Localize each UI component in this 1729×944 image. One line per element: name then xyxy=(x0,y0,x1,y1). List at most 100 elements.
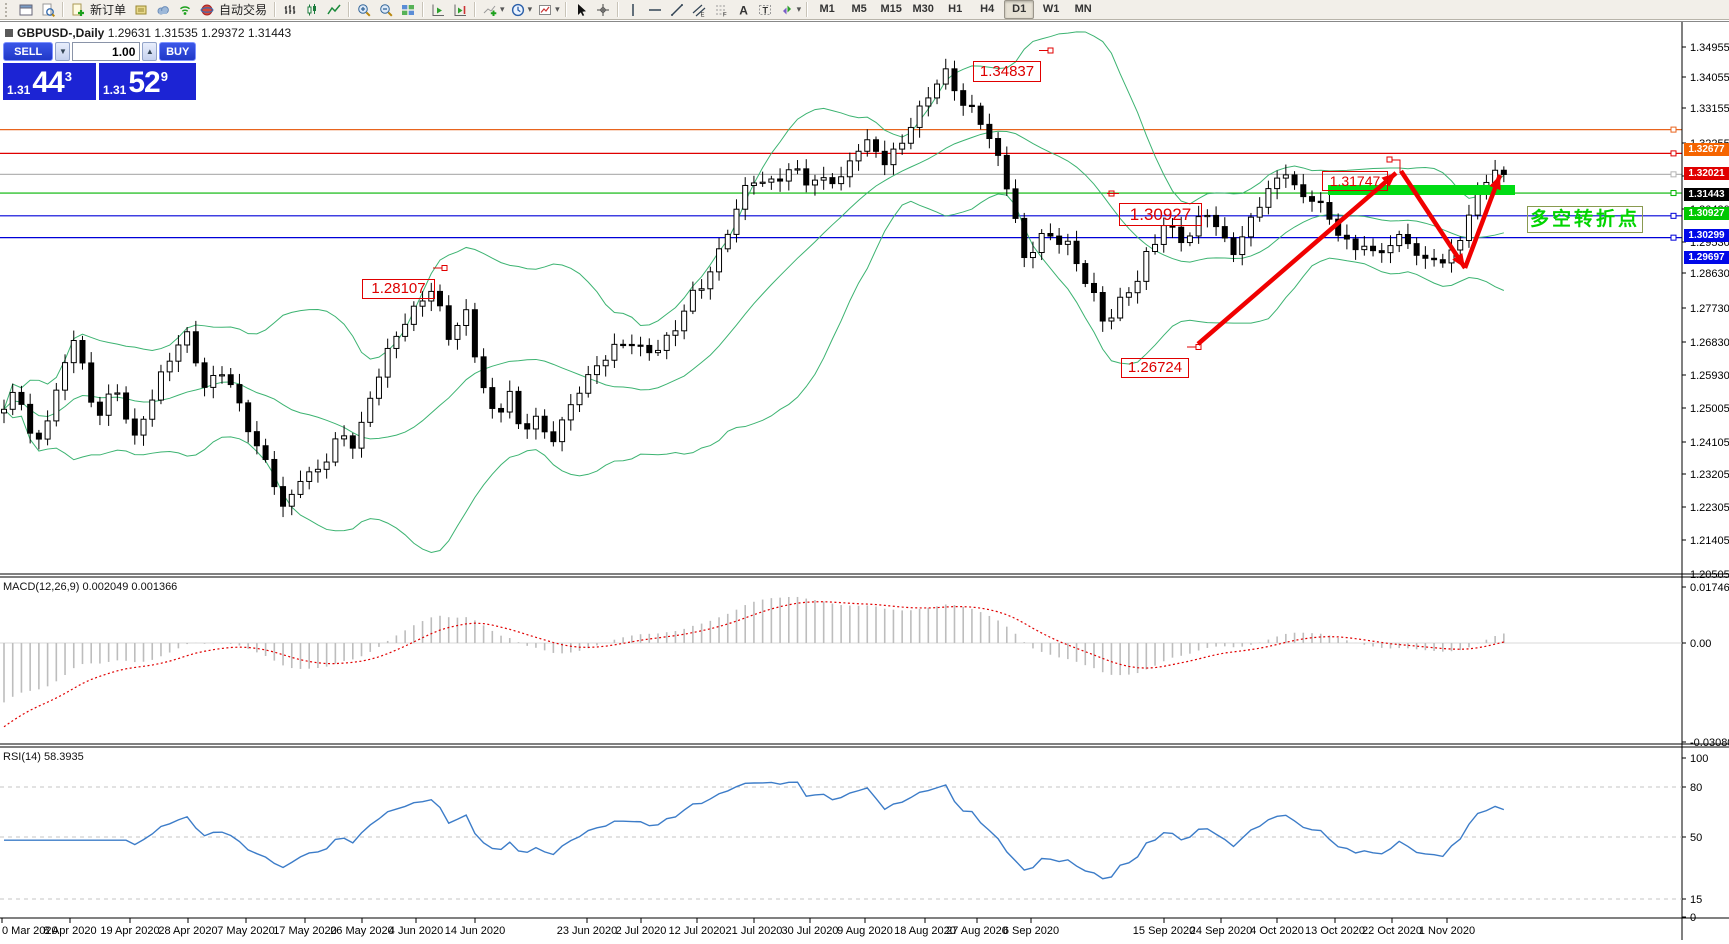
price-annotation-1.34837[interactable]: 1.34837 xyxy=(973,61,1041,82)
periods-icon[interactable] xyxy=(507,0,529,19)
templates-icon[interactable] xyxy=(534,0,556,19)
green-resistance-bar[interactable] xyxy=(1328,185,1515,195)
date-tick: 22 Oct 2020 xyxy=(1362,925,1422,937)
channel-icon[interactable]: E xyxy=(688,0,710,19)
indicators-icon[interactable] xyxy=(479,0,501,19)
date-tick: 15 Sep 2020 xyxy=(1133,925,1195,937)
autotrading-icon[interactable] xyxy=(196,0,218,19)
sell-price-pip: 3 xyxy=(64,69,72,84)
signal-icon[interactable] xyxy=(174,0,196,19)
timeframe-button-D1[interactable]: D1 xyxy=(1004,0,1035,19)
macd-plot xyxy=(0,596,1682,728)
toolbar-grip[interactable] xyxy=(5,2,12,17)
level-handle[interactable] xyxy=(1670,171,1677,178)
timeframe-button-H1[interactable]: H1 xyxy=(948,3,963,15)
timeframe-button-M15[interactable]: M15 xyxy=(880,3,902,15)
dropdown-caret-icon[interactable]: ▾ xyxy=(500,4,505,14)
level-handle[interactable] xyxy=(1670,212,1677,219)
volume-increment-button[interactable]: ▲ xyxy=(142,42,158,61)
text-label-icon[interactable]: T xyxy=(754,0,776,19)
rsi-tick: 100 xyxy=(1690,753,1708,765)
toolbar-separator xyxy=(616,2,619,17)
new-order-label[interactable]: 新订单 xyxy=(90,3,127,17)
timeframe-button-MN[interactable]: MN xyxy=(1074,3,1092,15)
zoom-in-icon[interactable] xyxy=(353,0,375,19)
price-annotation-1.26724[interactable]: 1.26724 xyxy=(1121,358,1189,378)
volume-decrement-button[interactable]: ▼ xyxy=(55,42,71,61)
sell-price[interactable]: 1.31 44 3 xyxy=(3,63,96,100)
date-tick: 28 Apr 2020 xyxy=(158,925,217,937)
date-tick: 21 Jul 2020 xyxy=(726,925,783,937)
chart-shift-icon[interactable] xyxy=(449,0,471,19)
history-center-icon[interactable] xyxy=(130,0,152,19)
level-handle[interactable] xyxy=(1670,150,1677,157)
date-tick: 30 Jul 2020 xyxy=(782,925,839,937)
line-chart-mode-icon[interactable] xyxy=(323,0,345,19)
macd-tick: 0.017463 xyxy=(1690,582,1729,594)
date-tick: 8 Apr 2020 xyxy=(43,925,96,937)
trendline-icon[interactable] xyxy=(666,0,688,19)
rsi-tick: 0 xyxy=(1690,912,1696,924)
sell-button[interactable]: SELL xyxy=(3,42,54,61)
svg-text:F: F xyxy=(723,12,727,17)
timeframe-button-H4[interactable]: H4 xyxy=(980,3,995,15)
auto-scroll-icon[interactable] xyxy=(427,0,449,19)
timeframe-button-M30[interactable]: M30 xyxy=(912,3,934,15)
dropdown-caret-icon[interactable]: ▾ xyxy=(527,4,533,14)
axis-badge-1.30927: 1.30927 xyxy=(1684,206,1729,220)
text-icon[interactable]: A xyxy=(732,0,754,19)
price-annotation-1.28107[interactable]: 1.28107 xyxy=(362,279,435,299)
toolbar-separator xyxy=(564,2,567,17)
price-tick: 1.27730 xyxy=(1690,303,1729,315)
date-tick: 23 Jun 2020 xyxy=(557,925,618,937)
rsi-tick: 15 xyxy=(1690,894,1702,906)
toolbar-separator xyxy=(422,2,425,17)
toolbar-separator xyxy=(348,2,351,17)
buy-price[interactable]: 1.31 52 9 xyxy=(99,63,196,100)
chart-preview-icon[interactable] xyxy=(37,0,59,19)
vertical-line-icon[interactable] xyxy=(622,0,644,19)
fibonacci-icon[interactable]: F xyxy=(710,0,732,19)
candlesticks xyxy=(1,58,1507,518)
price-annotation-1.30927[interactable]: 1.30927 xyxy=(1119,203,1202,226)
price-tick: 1.25005 xyxy=(1690,403,1729,415)
timeframe-button-W1[interactable]: W1 xyxy=(1042,3,1060,15)
horizontal-line-icon[interactable] xyxy=(644,0,666,19)
bar-chart-mode-icon[interactable] xyxy=(279,0,301,19)
buy-price-prefix: 1.31 xyxy=(103,83,127,97)
level-handle[interactable] xyxy=(1670,190,1677,197)
sell-price-prefix: 1.31 xyxy=(7,83,31,97)
candle-chart-mode-icon[interactable] xyxy=(301,0,323,19)
dropdown-caret-icon[interactable]: ▾ xyxy=(555,4,560,14)
cloud-icon[interactable] xyxy=(152,0,174,19)
volume-input[interactable] xyxy=(72,42,141,61)
annotation-connectors xyxy=(433,47,1401,350)
app-window-icon[interactable] xyxy=(15,0,37,19)
buy-price-big: 52 xyxy=(128,66,160,99)
new-order-icon[interactable] xyxy=(67,0,89,19)
price-annotation-1.31747[interactable]: 1.31747 xyxy=(1322,171,1388,191)
timeframe-button-M5[interactable]: M5 xyxy=(851,3,867,15)
buy-button[interactable]: BUY xyxy=(159,42,196,61)
arrows-icon[interactable] xyxy=(776,0,798,19)
rsi-label: RSI(14) 58.3935 xyxy=(3,751,84,763)
symbol-icon xyxy=(5,29,13,37)
axis-badge-1.30299: 1.30299 xyxy=(1684,229,1729,243)
crosshair-icon[interactable] xyxy=(592,0,614,19)
timeframe-button-M1[interactable]: M1 xyxy=(819,3,835,15)
dropdown-caret-icon[interactable]: ▾ xyxy=(796,4,802,14)
tile-windows-icon[interactable] xyxy=(397,0,419,19)
zoom-out-icon[interactable] xyxy=(375,0,397,19)
level-handle[interactable] xyxy=(1670,126,1677,133)
autotrading-label[interactable]: 自动交易 xyxy=(219,3,268,17)
level-handle[interactable] xyxy=(1670,234,1677,241)
red-trend-arrows[interactable] xyxy=(1196,169,1503,346)
price-tick: 1.23205 xyxy=(1690,469,1729,481)
toolbar-separator xyxy=(474,2,477,17)
cursor-icon[interactable] xyxy=(570,0,592,19)
turning-point-note[interactable]: 多空转折点 xyxy=(1527,206,1643,233)
chart-area[interactable]: 1.349551.340551.331551.322551.313551.304… xyxy=(0,20,1729,944)
date-tick: 27 Aug 2020 xyxy=(946,925,1008,937)
price-tick: 1.34955 xyxy=(1690,42,1729,54)
